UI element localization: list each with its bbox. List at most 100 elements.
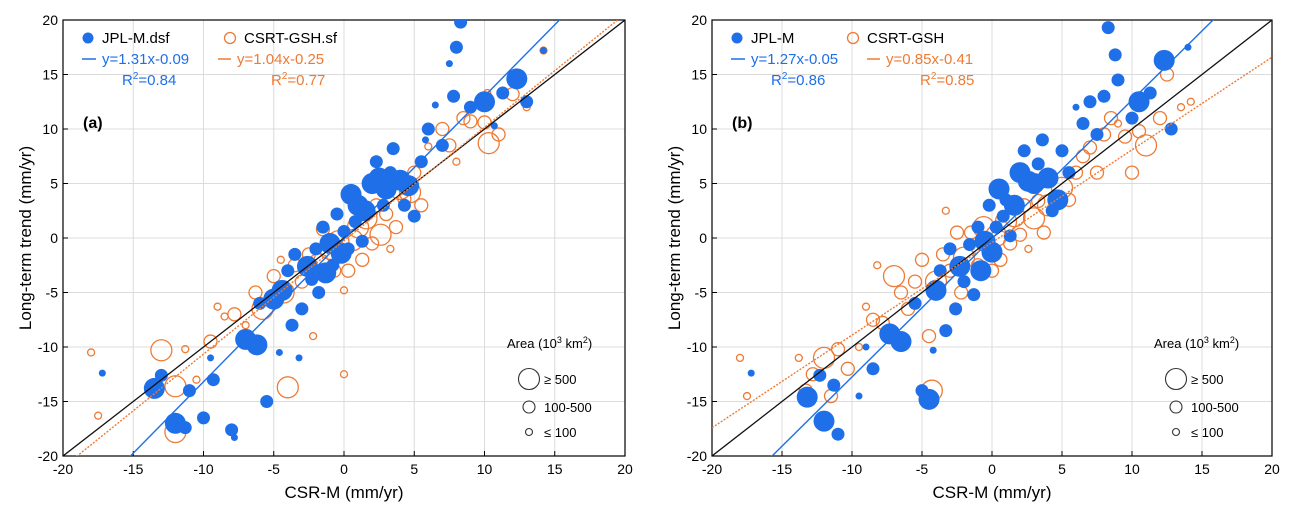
data-point-orange bbox=[192, 375, 201, 384]
y-tick-label: 20 bbox=[691, 12, 707, 28]
data-point-blue bbox=[1143, 86, 1157, 100]
legend-marker-blue bbox=[82, 32, 94, 44]
data-point-blue bbox=[309, 242, 323, 256]
data-point-orange bbox=[1082, 140, 1098, 155]
data-point-orange bbox=[830, 342, 846, 357]
y-tick-label: -5 bbox=[46, 285, 59, 301]
legend-label-orange: CSRT-GSH.sf bbox=[244, 30, 338, 47]
data-point-blue bbox=[398, 175, 420, 197]
data-point-blue bbox=[355, 234, 369, 248]
data-point-orange bbox=[1089, 165, 1105, 180]
data-point-orange bbox=[414, 198, 429, 213]
y-tick-label: -20 bbox=[38, 448, 58, 464]
data-point-blue bbox=[178, 421, 192, 435]
data-point-blue bbox=[1128, 91, 1150, 113]
data-point-blue bbox=[435, 138, 449, 152]
x-tick-label: -15 bbox=[772, 461, 792, 477]
y-tick-label: 0 bbox=[50, 230, 58, 246]
data-point-orange bbox=[1113, 119, 1123, 128]
data-point-orange bbox=[865, 312, 881, 327]
size-legend-label: ≥ 500 bbox=[1191, 372, 1223, 387]
data-point-orange bbox=[276, 376, 299, 399]
data-point-orange bbox=[1103, 110, 1119, 126]
data-point-orange bbox=[369, 223, 392, 246]
y-tick-label: -10 bbox=[687, 339, 707, 355]
data-point-blue bbox=[949, 302, 963, 316]
panel-label: (a) bbox=[83, 115, 103, 132]
data-point-blue bbox=[540, 47, 548, 55]
y-tick-label: 0 bbox=[699, 230, 707, 246]
y-tick-label: -15 bbox=[38, 394, 58, 410]
data-point-blue bbox=[386, 142, 400, 156]
data-point-blue bbox=[827, 378, 841, 392]
data-point-blue bbox=[312, 286, 326, 299]
data-point-blue bbox=[445, 60, 453, 68]
data-point-blue bbox=[981, 241, 1003, 263]
data-point-orange bbox=[1134, 134, 1158, 157]
x-tick-label: -5 bbox=[268, 461, 281, 477]
panel-label: (b) bbox=[732, 115, 752, 132]
data-point-blue bbox=[230, 433, 238, 441]
size-legend-label: 100-500 bbox=[544, 400, 592, 415]
data-point-blue bbox=[506, 68, 528, 90]
y-tick-label: 10 bbox=[42, 121, 58, 137]
data-point-blue bbox=[1072, 103, 1080, 111]
data-point-orange bbox=[164, 375, 187, 398]
x-tick-label: -10 bbox=[193, 461, 213, 477]
fit-line-blue bbox=[129, 20, 561, 456]
size-legend-title: Area (103 km2) bbox=[507, 335, 592, 351]
data-point-blue bbox=[285, 318, 299, 332]
data-point-blue bbox=[1108, 48, 1122, 62]
data-point-blue bbox=[182, 384, 196, 398]
data-point-blue bbox=[918, 388, 940, 410]
data-point-orange bbox=[882, 264, 906, 288]
data-point-blue bbox=[1003, 194, 1025, 216]
data-point-blue bbox=[1031, 157, 1045, 171]
data-point-blue bbox=[1062, 166, 1076, 180]
y-tick-label: 10 bbox=[691, 121, 707, 137]
data-point-blue bbox=[890, 331, 912, 353]
size-legend-marker bbox=[1169, 400, 1183, 414]
x-axis-label: CSR-M (mm/yr) bbox=[285, 483, 404, 502]
size-legend-title: Area (103 km2) bbox=[1154, 335, 1239, 351]
data-point-orange bbox=[150, 339, 173, 362]
data-point-blue bbox=[463, 100, 477, 114]
data-point-blue bbox=[421, 136, 429, 144]
x-tick-label: 5 bbox=[410, 461, 418, 477]
data-point-orange bbox=[823, 388, 839, 404]
data-point-orange bbox=[861, 302, 871, 311]
data-point-blue bbox=[407, 209, 421, 223]
data-point-blue bbox=[281, 264, 295, 278]
fit-line-blue bbox=[771, 20, 1215, 456]
fit-equation-blue: y=1.27x-0.05 bbox=[751, 51, 838, 68]
x-tick-label: -20 bbox=[702, 461, 722, 477]
size-legend-marker bbox=[517, 367, 541, 391]
data-point-blue bbox=[447, 89, 461, 103]
data-point-orange bbox=[873, 261, 882, 270]
data-point-orange bbox=[949, 225, 965, 240]
data-point-orange bbox=[1022, 207, 1046, 230]
data-point-orange bbox=[1124, 165, 1140, 180]
data-point-blue bbox=[225, 423, 239, 437]
plot-area bbox=[63, 20, 625, 456]
data-point-blue bbox=[414, 155, 428, 169]
data-point-blue bbox=[996, 209, 1010, 223]
data-point-blue bbox=[154, 368, 168, 382]
data-point-blue bbox=[275, 348, 283, 356]
data-point-blue bbox=[474, 91, 495, 113]
data-point-blue bbox=[1037, 167, 1059, 189]
data-point-orange bbox=[907, 274, 923, 289]
fit-line-orange bbox=[76, 20, 619, 456]
data-point-orange bbox=[1024, 244, 1033, 254]
data-point-blue bbox=[1076, 117, 1090, 131]
legend-marker-orange bbox=[223, 31, 237, 45]
data-point-blue bbox=[369, 155, 383, 169]
y-tick-label: -20 bbox=[687, 448, 707, 464]
data-point-blue bbox=[354, 200, 376, 222]
data-point-blue bbox=[1003, 229, 1017, 243]
data-point-blue bbox=[496, 86, 510, 100]
data-point-blue bbox=[197, 411, 210, 425]
plot-area bbox=[712, 20, 1272, 456]
data-point-orange bbox=[1152, 110, 1168, 126]
